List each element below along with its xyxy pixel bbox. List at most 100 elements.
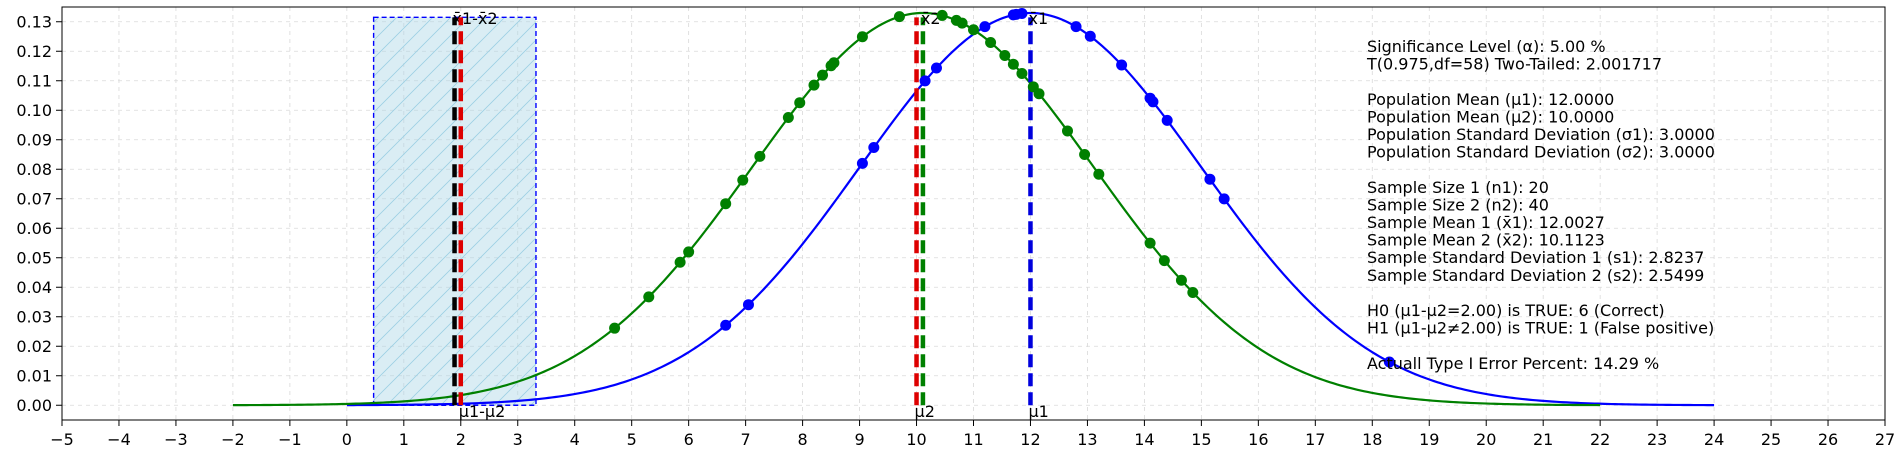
sample-point-2 — [856, 31, 868, 43]
x-tick-label: 11 — [963, 430, 983, 449]
info-line: Population Mean (μ1): 12.0000 — [1367, 90, 1614, 109]
sample-point-2 — [794, 97, 806, 109]
sample-point-1 — [856, 157, 868, 169]
sample-point-2 — [754, 150, 766, 162]
info-line: H0 (μ1-μ2=2.00) is TRUE: 6 (Correct) — [1367, 301, 1665, 320]
x-tick-label: 2 — [456, 430, 466, 449]
sample-point-2 — [1007, 58, 1019, 70]
x-tick-label: 13 — [1077, 430, 1097, 449]
sample-points — [609, 7, 1395, 368]
sample-point-2 — [828, 57, 840, 69]
x-tick-label: 25 — [1761, 430, 1781, 449]
info-line: Significance Level (α): 5.00 % — [1367, 37, 1606, 56]
sample-point-2 — [683, 246, 695, 258]
y-tick-label: 0.00 — [16, 396, 52, 415]
sample-point-1 — [1147, 96, 1159, 108]
sample-point-2 — [1158, 255, 1170, 267]
axes: −5 −4 −3 −2 −1 0 1 2 3 4 5 6 7 8 9 10 11 12 13 14 15 16 17 18 19… — [16, 6, 1895, 449]
x-tick-label: 17 — [1305, 430, 1325, 449]
sample-point-1 — [1070, 21, 1082, 33]
ci-border — [372, 16, 537, 406]
reference-lines: x̄1 μ1 μ2 x̄2 x̄1-x̄2 μ1-μ2 — [452, 9, 1049, 421]
sample-point-2 — [1175, 274, 1187, 286]
x-tick-label: 12 — [1020, 430, 1040, 449]
sample-point-1 — [1016, 7, 1028, 19]
x-tick-label: 1 — [399, 430, 409, 449]
sample-point-1 — [1161, 114, 1173, 126]
sample-point-1 — [720, 319, 732, 331]
y-tick-label: 0.05 — [16, 248, 52, 267]
y-tick-label: 0.02 — [16, 337, 52, 356]
y-tick-label: 0.07 — [16, 189, 52, 208]
sample-point-1 — [1383, 356, 1395, 368]
x-tick-label: 27 — [1875, 430, 1895, 449]
x-tick-label: 9 — [854, 430, 864, 449]
sample-point-2 — [999, 50, 1011, 62]
x-tick-label: 19 — [1419, 430, 1439, 449]
vline-label: μ1 — [1028, 402, 1048, 421]
sample-point-1 — [868, 142, 880, 154]
vline-label: x̄2 — [921, 9, 941, 28]
x-tick-label: −4 — [107, 430, 131, 449]
info-line: Population Standard Deviation (σ1): 3.00… — [1367, 125, 1715, 144]
y-tick-label: 0.08 — [16, 160, 52, 179]
sample-point-2 — [936, 9, 948, 21]
x-tick-label: 5 — [627, 430, 637, 449]
sample-point-2 — [893, 11, 905, 23]
x-tick-label: 7 — [741, 430, 751, 449]
sample-point-2 — [782, 112, 794, 124]
vline-label: μ1-μ2 — [459, 402, 506, 421]
sample-point-1 — [930, 62, 942, 74]
sample-point-2 — [643, 291, 655, 303]
x-tick-label: 14 — [1134, 430, 1154, 449]
x-tick-label: 6 — [684, 430, 694, 449]
info-line: Sample Standard Deviation 2 (s2): 2.5499 — [1367, 266, 1704, 285]
sample-point-2 — [1093, 168, 1105, 180]
sample-point-2 — [817, 69, 829, 81]
sample-point-2 — [985, 37, 997, 49]
sample-point-2 — [956, 17, 968, 29]
x-tick-label: 15 — [1191, 430, 1211, 449]
y-tick-label: 0.12 — [16, 42, 52, 61]
x-tick-label: 26 — [1818, 430, 1838, 449]
info-line: Sample Standard Deviation 1 (s1): 2.8237 — [1367, 248, 1704, 267]
x-tick-label: 22 — [1590, 430, 1610, 449]
x-tick-label: −2 — [221, 430, 245, 449]
info-line: Sample Size 2 (n2): 40 — [1367, 195, 1549, 214]
x-tick-label: −3 — [164, 430, 188, 449]
info-line: Population Standard Deviation (σ2): 3.00… — [1367, 143, 1715, 162]
info-line: H1 (μ1-μ2≠2.00) is TRUE: 1 (False positi… — [1367, 319, 1714, 338]
y-tick-label: 0.10 — [16, 101, 52, 120]
vline-label: x̄1 — [1028, 9, 1048, 28]
info-line: Sample Mean 1 (x̄1): 12.0027 — [1367, 213, 1605, 232]
y-tick-label: 0.06 — [16, 219, 52, 238]
x-tick-label: 10 — [906, 430, 926, 449]
sample-point-1 — [1204, 173, 1216, 185]
plot-frame — [61, 6, 1886, 421]
y-tick-label: 0.13 — [16, 12, 52, 31]
info-line: Actuall Type I Error Percent: 14.29 % — [1367, 354, 1659, 373]
x-tick-label: 18 — [1362, 430, 1382, 449]
x-tick-label: 4 — [570, 430, 580, 449]
x-tick-label: 16 — [1248, 430, 1268, 449]
sample-point-2 — [674, 256, 686, 268]
x-tick-label: 0 — [342, 430, 352, 449]
sample-point-2 — [1079, 148, 1091, 160]
sample-point-2 — [609, 322, 621, 334]
density-curve-1 — [346, 11, 1715, 407]
info-line: Sample Size 1 (n1): 20 — [1367, 178, 1549, 197]
x-tick-label: 21 — [1533, 430, 1553, 449]
sample-point-2 — [1033, 88, 1045, 100]
y-tick-label: 0.04 — [16, 278, 52, 297]
x-tick-label: 23 — [1647, 430, 1667, 449]
x-tick-label: 20 — [1476, 430, 1496, 449]
x-tick-label: −5 — [50, 430, 74, 449]
y-tick-label: 0.03 — [16, 307, 52, 326]
x-tick-label: −1 — [278, 430, 302, 449]
vline-label: x̄1-x̄2 — [453, 9, 498, 28]
info-line: Sample Mean 2 (x̄2): 10.1123 — [1367, 231, 1605, 250]
sample-point-1 — [1218, 193, 1230, 205]
y-tick-label: 0.01 — [16, 366, 52, 385]
sample-point-1 — [1116, 59, 1128, 71]
